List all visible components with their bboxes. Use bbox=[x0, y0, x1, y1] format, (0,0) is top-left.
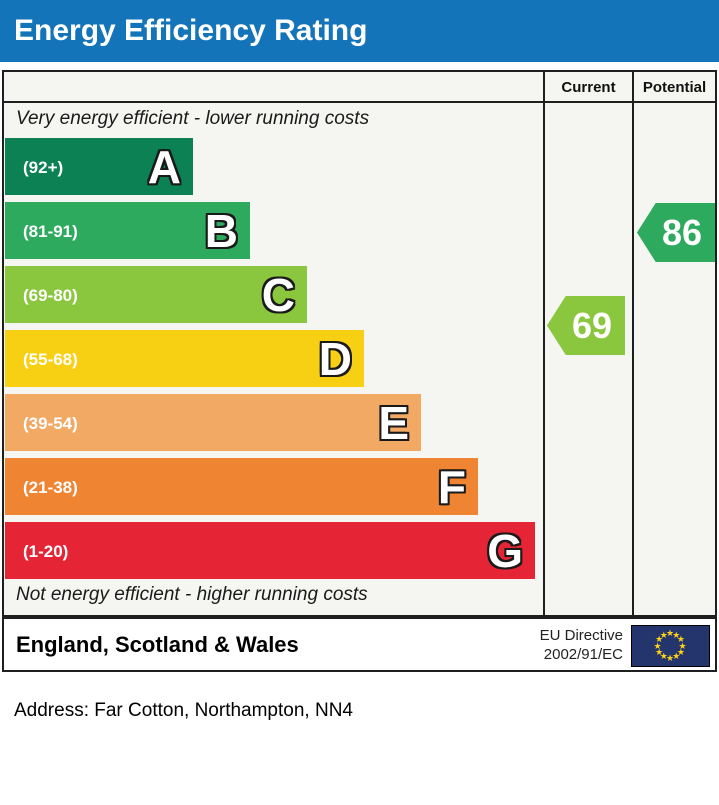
band-row-g: (1-20) G bbox=[5, 522, 535, 579]
star-icon: ★ bbox=[672, 629, 681, 640]
star-icon: ★ bbox=[655, 634, 664, 645]
column-header-row bbox=[4, 72, 715, 103]
band-row-e: (39-54) E bbox=[5, 394, 421, 451]
header-bar: Energy Efficiency Rating bbox=[0, 0, 719, 62]
band-range-label: (21-38) bbox=[23, 478, 78, 497]
band-letter: D bbox=[318, 333, 352, 385]
star-icon: ★ bbox=[666, 653, 675, 663]
eu-flag-icon: ★ ★ ★ ★ ★ ★ ★ ★ ★ ★ ★ ★ bbox=[631, 625, 710, 667]
region-label: England, Scotland & Wales bbox=[16, 631, 299, 657]
band-range-label: (39-54) bbox=[23, 414, 78, 433]
band-letter: G bbox=[487, 525, 523, 577]
band-row-c: (69-80) C bbox=[5, 266, 307, 323]
band-letter: A bbox=[147, 141, 181, 193]
column-divider-current bbox=[543, 72, 545, 615]
column-header-current: Current bbox=[561, 79, 616, 96]
eu-directive-line2: 2002/91/EC bbox=[543, 645, 623, 663]
current-rating-arrow: 69 bbox=[547, 296, 625, 355]
star-icon: ★ bbox=[655, 646, 664, 657]
band-range-label: (55-68) bbox=[23, 350, 78, 369]
column-divider-potential bbox=[632, 72, 634, 615]
band-range-label: (69-80) bbox=[23, 286, 78, 305]
star-icon: ★ bbox=[666, 628, 675, 638]
band-letter: E bbox=[378, 397, 409, 449]
band-row-b: (81-91) B bbox=[5, 202, 250, 259]
star-icon: ★ bbox=[676, 646, 685, 657]
column-header-potential: Potential bbox=[642, 79, 707, 96]
star-icon: ★ bbox=[659, 651, 668, 662]
star-icon: ★ bbox=[676, 634, 685, 645]
page-title: Energy Efficiency Rating bbox=[14, 14, 368, 47]
band-row-f: (21-38) F bbox=[5, 458, 478, 515]
footer-bar: England, Scotland & Wales EU Directive 2… bbox=[2, 617, 717, 672]
star-icon: ★ bbox=[678, 640, 687, 651]
star-icon: ★ bbox=[672, 651, 681, 662]
band-range-label: (92+) bbox=[23, 158, 64, 177]
band-range-label: (81-91) bbox=[23, 222, 78, 241]
band-row-a: (92+) A bbox=[5, 138, 193, 195]
star-icon: ★ bbox=[659, 629, 668, 640]
eu-directive-text: EU Directive 2002/91/EC bbox=[540, 626, 623, 664]
band-range-label: (1-20) bbox=[23, 542, 69, 561]
address-line: Address: Far Cotton, Northampton, NN4 bbox=[14, 700, 353, 721]
eu-directive-line1: EU Directive bbox=[539, 626, 623, 644]
bottom-note: Not energy efficient - higher running co… bbox=[16, 584, 368, 605]
band-letter: F bbox=[437, 461, 466, 513]
current-rating-value: 69 bbox=[571, 305, 613, 346]
band-letter: C bbox=[261, 269, 295, 321]
band-row-d: (55-68) D bbox=[5, 330, 364, 387]
rating-chart: Current Potential Very energy efficient … bbox=[2, 70, 717, 617]
potential-rating-arrow: 86 bbox=[637, 203, 715, 262]
top-note: Very energy efficient - lower running co… bbox=[16, 108, 370, 129]
potential-rating-value: 86 bbox=[661, 212, 703, 253]
band-letter: B bbox=[204, 205, 238, 257]
star-icon: ★ bbox=[653, 640, 662, 651]
